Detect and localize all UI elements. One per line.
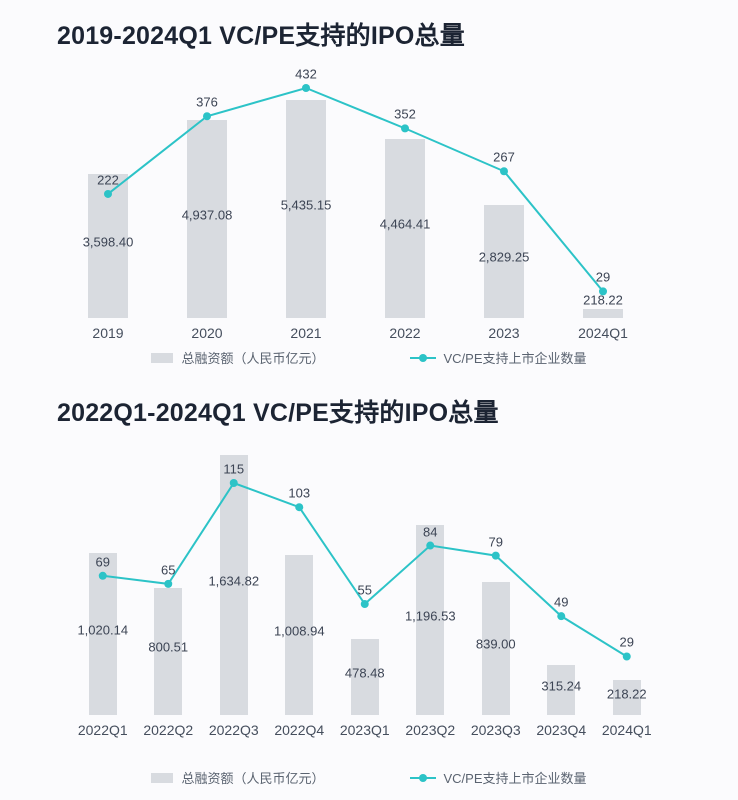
quarterly-chart-title: 2022Q1-2024Q1 VC/PE支持的IPO总量 bbox=[57, 399, 499, 427]
line-point-2022Q4 bbox=[295, 503, 304, 512]
line-value-label: 55 bbox=[357, 582, 372, 598]
line-legend-icon bbox=[409, 773, 436, 782]
legend-label-total-financing: 总融资额（人民币亿元） bbox=[181, 351, 325, 366]
legend-label-company-count: VC/PE支持上市企业数量 bbox=[443, 771, 587, 786]
line-point-2023Q3 bbox=[491, 551, 500, 560]
line-value-label: 376 bbox=[196, 94, 218, 110]
x-axis-label: 2021 bbox=[290, 325, 322, 341]
line-value-label: 69 bbox=[95, 554, 110, 570]
line-value-label: 352 bbox=[394, 106, 416, 122]
x-axis-label: 2020 bbox=[191, 325, 223, 341]
line-point-2021 bbox=[302, 84, 310, 92]
bar-value-label: 1,020.14 bbox=[77, 622, 129, 638]
line-point-2023Q4 bbox=[557, 612, 566, 621]
bar-2021 bbox=[286, 100, 326, 318]
line-value-label: 115 bbox=[223, 461, 245, 477]
x-axis-label: 2022Q4 bbox=[274, 722, 325, 738]
bar-2022 bbox=[385, 138, 425, 318]
bar-value-label: 1,008.94 bbox=[273, 623, 325, 639]
bar-value-label: 800.51 bbox=[148, 639, 189, 655]
x-axis-label: 2024Q1 bbox=[578, 325, 628, 341]
line-legend-icon bbox=[409, 353, 436, 362]
x-axis-label: 2024Q1 bbox=[601, 722, 652, 738]
annual-ipo-chart-section: 2019-2024Q1 VC/PE支持的IPO总量 3,598.40 4,937.… bbox=[0, 0, 738, 385]
line-value-label: 79 bbox=[488, 534, 503, 550]
bar-2022Q2 bbox=[154, 587, 183, 715]
line-point-2019 bbox=[104, 189, 112, 198]
legend-item-total-financing: 总融资额（人民币亿元） bbox=[151, 768, 325, 787]
line-value-label: 222 bbox=[97, 172, 119, 188]
x-axis-label: 2022Q3 bbox=[208, 722, 259, 738]
bar-2023Q1 bbox=[350, 638, 379, 715]
quarterly-ipo-chart-section: 2022Q1-2024Q1 VC/PE支持的IPO总量 1,020.14 800.… bbox=[0, 385, 738, 800]
bar-value-label: 1,196.53 bbox=[404, 608, 456, 624]
x-axis-label: 2022Q2 bbox=[143, 722, 194, 738]
bar-value-label: 2,829.25 bbox=[478, 249, 530, 265]
bar-2024Q1 bbox=[612, 680, 641, 715]
line-point-2022Q1 bbox=[98, 571, 107, 580]
line-path bbox=[102, 481, 628, 658]
x-axis-label: 2023 bbox=[488, 325, 520, 341]
bar-value-label: 4,937.08 bbox=[181, 207, 233, 223]
line-point-2023Q1 bbox=[360, 600, 369, 609]
annual-ipo-plot: 3,598.40 4,937.08 5,435.15 4,464.41 2,829.25… bbox=[0, 56, 738, 356]
annual-chart-title: 2019-2024Q1 VC/PE支持的IPO总量 bbox=[57, 22, 465, 50]
bar-value-label: 1,634.82 bbox=[208, 573, 260, 589]
bar-value-label: 478.48 bbox=[344, 665, 385, 681]
line-point-2024Q1 bbox=[599, 287, 607, 296]
legend-item-company-count: VC/PE支持上市企业数量 bbox=[409, 348, 587, 367]
x-axis-label: 2023Q1 bbox=[339, 722, 390, 738]
legend-item-total-financing: 总融资额（人民币亿元） bbox=[151, 348, 325, 367]
bar-value-label: 218.22 bbox=[606, 686, 647, 702]
bar-value-label: 3,598.40 bbox=[82, 234, 134, 250]
line-value-label: 29 bbox=[595, 269, 611, 285]
line-value-label: 84 bbox=[423, 524, 438, 540]
x-axis-label: 2023Q4 bbox=[536, 722, 587, 738]
line-series bbox=[104, 84, 607, 296]
bar-value-label: 839.00 bbox=[475, 636, 516, 652]
bar-2022Q4 bbox=[285, 554, 314, 715]
quarterly-chart-legend: 总融资额（人民币亿元） VC/PE支持上市企业数量 bbox=[0, 768, 738, 787]
line-value-label: 103 bbox=[288, 485, 311, 501]
line-value-label: 432 bbox=[295, 66, 317, 82]
bar-value-label: 218.22 bbox=[583, 292, 623, 308]
quarterly-ipo-plot: 1,020.14 800.51 1,634.82 1,008.94 478.48 1,19… bbox=[0, 435, 738, 750]
line-series bbox=[98, 479, 631, 661]
line-value-label: 267 bbox=[493, 149, 515, 165]
legend-label-total-financing: 总融资额（人民币亿元） bbox=[181, 771, 325, 786]
bar-2024Q1 bbox=[583, 309, 623, 318]
bar-legend-icon bbox=[151, 772, 174, 783]
bar-value-label: 315.24 bbox=[541, 678, 582, 694]
line-point-2022 bbox=[401, 124, 409, 133]
bar-value-label: 5,435.15 bbox=[280, 197, 332, 213]
line-point-2022Q2 bbox=[164, 579, 173, 588]
x-axis-label: 2022 bbox=[389, 325, 421, 341]
line-point-2020 bbox=[203, 112, 211, 121]
legend-label-company-count: VC/PE支持上市企业数量 bbox=[443, 351, 587, 366]
line-value-label: 65 bbox=[161, 562, 176, 578]
line-path bbox=[107, 86, 604, 293]
legend-item-company-count: VC/PE支持上市企业数量 bbox=[409, 768, 587, 787]
x-axis-label: 2023Q3 bbox=[470, 722, 521, 738]
bar-legend-icon bbox=[151, 352, 174, 363]
x-axis-label: 2019 bbox=[92, 325, 124, 341]
line-point-2024Q1 bbox=[622, 652, 631, 661]
bar-value-label: 4,464.41 bbox=[379, 216, 431, 232]
line-value-label: 49 bbox=[554, 594, 569, 610]
bar-2020 bbox=[187, 119, 227, 318]
x-axis-label: 2023Q2 bbox=[405, 722, 456, 738]
x-axis-label: 2022Q1 bbox=[77, 722, 128, 738]
bar-2023Q4 bbox=[547, 664, 576, 715]
annual-chart-legend: 总融资额（人民币亿元） VC/PE支持上市企业数量 bbox=[0, 348, 738, 367]
line-point-2023 bbox=[500, 167, 508, 176]
bar-2023Q3 bbox=[481, 581, 510, 715]
bar-2023Q2 bbox=[416, 524, 445, 715]
bar-2023 bbox=[484, 204, 524, 318]
line-value-label: 29 bbox=[619, 634, 634, 650]
line-point-2022Q3 bbox=[229, 479, 238, 487]
line-point-2023Q2 bbox=[426, 541, 435, 550]
